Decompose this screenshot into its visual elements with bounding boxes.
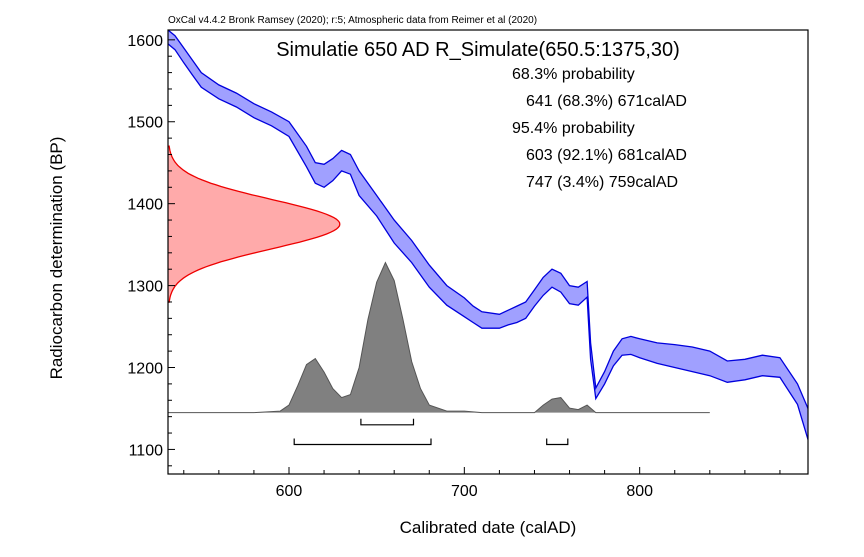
range-bracket-3 <box>546 438 569 446</box>
measurement-density-fill <box>168 145 340 303</box>
measurement-density-line <box>168 145 341 303</box>
plot-frame <box>167 29 809 475</box>
posterior-distribution-line <box>168 261 710 414</box>
annotation-95-range-2: 747 (3.4%) 759calAD <box>526 174 678 191</box>
annotation-68-heading: 68.3% probability <box>512 66 635 83</box>
x-tick-label-600: 600 <box>276 483 303 500</box>
x-axis-label: Calibrated date (calAD) <box>400 518 577 537</box>
plot-area: 600 700 800 1100 1200 1300 1400 1500 1600 <box>127 29 809 500</box>
y-tick-label-1200: 1200 <box>127 361 163 378</box>
y-tick-label-1500: 1500 <box>127 115 163 132</box>
x-tick-label-700: 700 <box>451 483 478 500</box>
plot-content <box>168 30 808 446</box>
chart-credit: OxCal v4.4.2 Bronk Ramsey (2020); r:5; A… <box>168 15 537 26</box>
annotation-95-heading: 95.4% probability <box>512 120 635 137</box>
annotation-95-range-1: 603 (92.1%) 681calAD <box>526 147 687 164</box>
y-axis-label: Radiocarbon determination (BP) <box>47 137 66 380</box>
chart-title: Simulatie 650 AD R_Simulate(650.5:1375,3… <box>276 39 680 61</box>
y-tick-label-1400: 1400 <box>127 197 163 214</box>
calibration-upper-line <box>168 30 808 409</box>
calibration-lower-line <box>168 43 808 440</box>
y-tick-label-1600: 1600 <box>127 33 163 50</box>
x-tick-label-800: 800 <box>626 483 653 500</box>
y-tick-label-1300: 1300 <box>127 279 163 296</box>
y-tick-label-1100: 1100 <box>129 442 164 459</box>
annotations: 68.3% probability 641 (68.3%) 671calAD 9… <box>512 66 687 191</box>
posterior-distribution-fill <box>168 262 710 413</box>
range-bracket-1 <box>360 418 415 426</box>
annotation-68-range-1: 641 (68.3%) 671calAD <box>526 93 687 110</box>
range-bracket-2 <box>293 438 432 446</box>
